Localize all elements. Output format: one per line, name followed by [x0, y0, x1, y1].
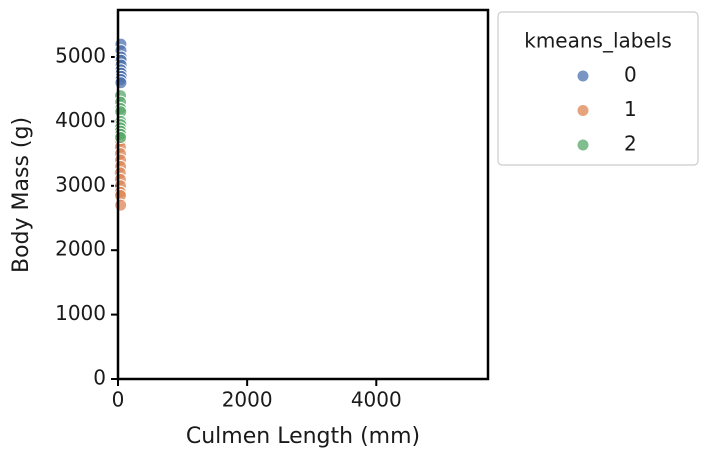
x-tick-label: 0	[112, 388, 125, 412]
y-axis-label: Body Mass (g)	[9, 117, 34, 273]
y-tick-label: 3000	[55, 172, 106, 196]
legend-marker	[576, 104, 590, 117]
x-tick-label: 2000	[222, 388, 273, 412]
y-tick-label: 1000	[55, 301, 106, 325]
y-tick-label: 5000	[55, 44, 106, 68]
legend-box	[497, 11, 699, 166]
legend-title: kmeans_labels	[524, 29, 672, 53]
scatter-point	[114, 198, 128, 212]
x-axis-label: Culmen Length (mm)	[186, 424, 420, 449]
x-tick-label: 4000	[351, 388, 402, 412]
legend-marker	[576, 138, 590, 152]
scatter-point	[114, 131, 128, 145]
legend-label: 0	[624, 63, 637, 87]
y-tick-label: 4000	[55, 108, 106, 132]
y-tick-label: 0	[93, 366, 106, 390]
legend-marker	[576, 69, 590, 83]
scatter-point	[114, 76, 128, 90]
y-tick-label: 2000	[55, 237, 106, 261]
legend-label: 1	[624, 97, 637, 121]
legend-label: 2	[624, 132, 637, 156]
plot-frame	[116, 8, 490, 381]
